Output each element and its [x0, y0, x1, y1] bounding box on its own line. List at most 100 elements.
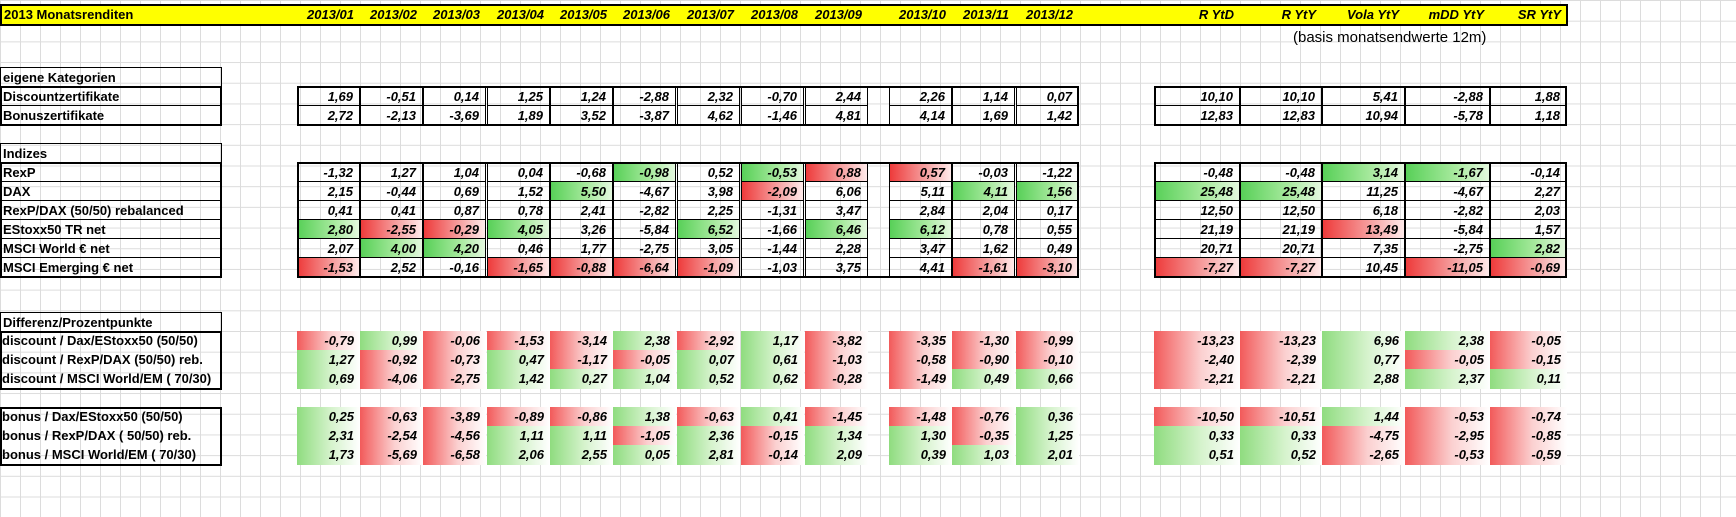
value-cell[interactable]: -0,98: [613, 162, 676, 182]
value-cell[interactable]: 2,38: [613, 331, 676, 351]
stat-cell[interactable]: -13,23: [1240, 331, 1322, 351]
value-cell[interactable]: -2,75: [423, 369, 486, 389]
row-label[interactable]: discount / Dax/EStoxx50 (50/50): [2, 333, 198, 348]
value-cell[interactable]: 4,14: [889, 105, 952, 125]
stat-cell[interactable]: -0,05: [1405, 350, 1490, 370]
value-cell[interactable]: -0,73: [423, 350, 486, 370]
month-header-0[interactable]: 2013/01: [307, 7, 354, 22]
value-cell[interactable]: 1,25: [487, 86, 550, 106]
value-cell[interactable]: 4,11: [952, 181, 1015, 201]
value-cell[interactable]: -0,05: [613, 350, 676, 370]
section-title[interactable]: Differenz/Prozentpunkte: [0, 312, 222, 332]
value-cell[interactable]: 0,52: [677, 369, 740, 389]
value-cell[interactable]: -1,09: [677, 257, 740, 277]
value-cell[interactable]: 2,36: [677, 426, 740, 446]
value-cell[interactable]: 2,81: [677, 445, 740, 465]
value-cell[interactable]: 2,01: [1016, 445, 1079, 465]
stat-cell[interactable]: 2,37: [1405, 369, 1490, 389]
value-cell[interactable]: 0,61: [741, 350, 804, 370]
value-cell[interactable]: 1,42: [1016, 105, 1079, 125]
stat-cell[interactable]: -5,84: [1405, 219, 1490, 239]
stat-header-4[interactable]: SR YtY: [1517, 7, 1561, 22]
stat-cell[interactable]: -0,15: [1490, 350, 1567, 370]
stat-cell[interactable]: -5,78: [1405, 105, 1490, 125]
value-cell[interactable]: -1,17: [550, 350, 613, 370]
stat-cell[interactable]: 0,33: [1154, 426, 1240, 446]
value-cell[interactable]: -0,58: [889, 350, 952, 370]
value-cell[interactable]: -3,89: [423, 407, 486, 427]
stat-cell[interactable]: 12,83: [1154, 105, 1240, 125]
value-cell[interactable]: -5,84: [613, 219, 676, 239]
value-cell[interactable]: -0,51: [360, 86, 423, 106]
value-cell[interactable]: 1,89: [487, 105, 550, 125]
value-cell[interactable]: 1,69: [297, 86, 360, 106]
value-cell[interactable]: 0,66: [1016, 369, 1079, 389]
stat-cell[interactable]: 21,19: [1154, 219, 1240, 239]
month-header-2[interactable]: 2013/03: [433, 7, 480, 22]
value-cell[interactable]: 1,38: [613, 407, 676, 427]
value-cell[interactable]: -0,44: [360, 181, 423, 201]
row-label[interactable]: DAX: [0, 181, 222, 201]
month-header-5[interactable]: 2013/06: [623, 7, 670, 22]
value-cell[interactable]: 2,07: [297, 238, 360, 258]
value-cell[interactable]: 0,46: [487, 238, 550, 258]
stat-cell[interactable]: 20,71: [1154, 238, 1240, 258]
value-cell[interactable]: 1,11: [487, 426, 550, 446]
stat-cell[interactable]: -4,67: [1405, 181, 1490, 201]
value-cell[interactable]: 1,24: [550, 86, 613, 106]
stat-cell[interactable]: -1,67: [1405, 162, 1490, 182]
value-cell[interactable]: -2,75: [613, 238, 676, 258]
value-cell[interactable]: 4,62: [677, 105, 740, 125]
month-header-10[interactable]: 2013/11: [962, 7, 1009, 22]
value-cell[interactable]: 0,39: [889, 445, 952, 465]
stat-cell[interactable]: -11,05: [1405, 257, 1490, 277]
stat-cell[interactable]: 7,35: [1322, 238, 1405, 258]
stat-cell[interactable]: -0,05: [1490, 331, 1567, 351]
value-cell[interactable]: -0,88: [550, 257, 613, 277]
value-cell[interactable]: -0,28: [805, 369, 868, 389]
stat-cell[interactable]: -10,51: [1240, 407, 1322, 427]
value-cell[interactable]: -2,82: [613, 200, 676, 220]
value-cell[interactable]: -0,15: [741, 426, 804, 446]
value-cell[interactable]: -0,89: [487, 407, 550, 427]
stat-cell[interactable]: 12,50: [1154, 200, 1240, 220]
value-cell[interactable]: 0,49: [952, 369, 1015, 389]
value-cell[interactable]: 2,44: [805, 86, 868, 106]
value-cell[interactable]: -1,31: [741, 200, 804, 220]
value-cell[interactable]: 4,41: [889, 257, 952, 277]
month-header-1[interactable]: 2013/02: [370, 7, 417, 22]
value-cell[interactable]: -0,53: [741, 162, 804, 182]
value-cell[interactable]: -1,05: [613, 426, 676, 446]
value-cell[interactable]: -0,68: [550, 162, 613, 182]
stat-cell[interactable]: -2,82: [1405, 200, 1490, 220]
stat-cell[interactable]: 13,49: [1322, 219, 1405, 239]
value-cell[interactable]: 2,55: [550, 445, 613, 465]
stat-cell[interactable]: -0,48: [1154, 162, 1240, 182]
stat-cell[interactable]: 2,82: [1490, 238, 1567, 258]
value-cell[interactable]: -0,10: [1016, 350, 1079, 370]
value-cell[interactable]: 0,88: [805, 162, 868, 182]
value-cell[interactable]: 2,09: [805, 445, 868, 465]
value-cell[interactable]: -1,45: [805, 407, 868, 427]
value-cell[interactable]: -2,55: [360, 219, 423, 239]
value-cell[interactable]: -1,61: [952, 257, 1015, 277]
month-header-7[interactable]: 2013/08: [751, 7, 798, 22]
value-cell[interactable]: 5,11: [889, 181, 952, 201]
value-cell[interactable]: 2,06: [487, 445, 550, 465]
value-cell[interactable]: -1,03: [805, 350, 868, 370]
value-cell[interactable]: -1,22: [1016, 162, 1079, 182]
value-cell[interactable]: -1,44: [741, 238, 804, 258]
value-cell[interactable]: 2,26: [889, 86, 952, 106]
stat-cell[interactable]: 1,88: [1490, 86, 1567, 106]
value-cell[interactable]: 2,28: [805, 238, 868, 258]
month-header-4[interactable]: 2013/05: [560, 7, 607, 22]
stat-cell[interactable]: -0,48: [1240, 162, 1322, 182]
value-cell[interactable]: -3,14: [550, 331, 613, 351]
stat-cell[interactable]: 2,38: [1405, 331, 1490, 351]
value-cell[interactable]: 2,31: [297, 426, 360, 446]
value-cell[interactable]: 2,04: [952, 200, 1015, 220]
stat-cell[interactable]: 25,48: [1240, 181, 1322, 201]
stat-cell[interactable]: 0,51: [1154, 445, 1240, 465]
value-cell[interactable]: 3,75: [805, 257, 868, 277]
row-label[interactable]: bonus / RexP/DAX ( 50/50) reb.: [2, 428, 192, 443]
